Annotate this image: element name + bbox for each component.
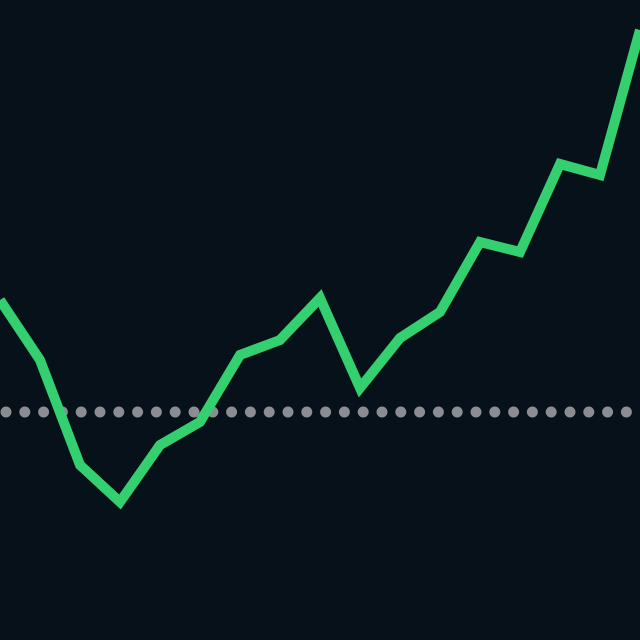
price-line <box>0 28 640 510</box>
